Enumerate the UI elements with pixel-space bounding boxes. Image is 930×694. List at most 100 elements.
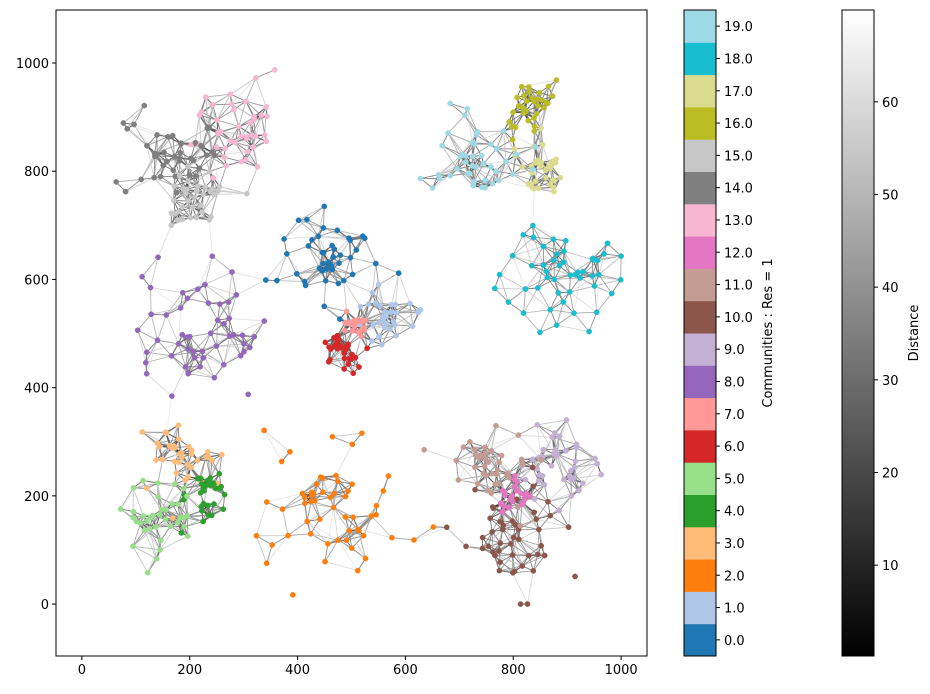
node-community-16 (532, 115, 537, 120)
edge (166, 396, 171, 433)
node-community-9 (592, 456, 597, 461)
edge (232, 272, 266, 280)
edge (121, 488, 134, 509)
node-community-18 (590, 257, 595, 262)
node-community-2 (350, 442, 355, 447)
node-community-10 (542, 553, 547, 558)
node-community-15 (179, 204, 184, 209)
edge (574, 312, 597, 313)
node-community-1 (418, 307, 423, 312)
node-community-0 (341, 278, 346, 283)
node-community-3 (185, 462, 190, 467)
node-community-11 (454, 458, 459, 463)
node-community-10 (480, 546, 485, 551)
node-community-10 (532, 510, 537, 515)
node-community-8 (227, 316, 232, 321)
node-community-11 (482, 445, 487, 450)
y-tick-label: 0 (41, 598, 49, 613)
node-community-6 (342, 366, 347, 371)
node-community-10 (498, 540, 503, 545)
node-community-2 (302, 501, 307, 506)
node-community-8 (206, 300, 211, 305)
node-community-12 (502, 489, 507, 494)
node-community-17 (535, 158, 540, 163)
node-community-10 (516, 537, 521, 542)
node-community-13 (243, 157, 248, 162)
node-community-14 (193, 140, 198, 145)
node-community-0 (321, 250, 326, 255)
colorbar-swatch (684, 268, 716, 301)
node-community-19 (483, 185, 488, 190)
edge (307, 521, 338, 540)
node-community-1 (393, 302, 398, 307)
node-community-11 (505, 471, 510, 476)
edge (229, 318, 264, 321)
node-community-0 (396, 271, 401, 276)
node-community-2 (345, 488, 350, 493)
node-community-5 (140, 478, 145, 483)
node-community-9 (550, 435, 555, 440)
node-community-16 (511, 110, 516, 115)
node-community-3 (195, 458, 200, 463)
edge (594, 286, 596, 312)
node-community-5 (170, 501, 175, 506)
node-community-11 (520, 462, 525, 467)
node-community-2 (369, 513, 374, 518)
node-community-6 (346, 362, 351, 367)
node-community-8 (176, 341, 181, 346)
node-community-15 (185, 164, 190, 169)
node-community-5 (163, 517, 168, 522)
node-community-3 (174, 470, 179, 475)
colorbar-tick-label: 8.0 (724, 375, 745, 390)
node-community-18 (537, 330, 542, 335)
node-community-19 (510, 172, 515, 177)
distance-tick-label: 30 (882, 374, 899, 389)
node-community-14 (204, 153, 209, 158)
node-community-17 (554, 157, 559, 162)
node-community-14 (197, 166, 202, 171)
node-community-18 (510, 253, 515, 258)
node-community-0 (274, 278, 279, 283)
node-community-10 (534, 517, 539, 522)
node-community-9 (542, 482, 547, 487)
node-community-13 (259, 113, 264, 118)
node-community-13 (218, 129, 223, 134)
node-community-18 (554, 252, 559, 257)
node-community-13 (222, 146, 227, 151)
node-community-3 (186, 444, 191, 449)
node-community-4 (221, 507, 226, 512)
node-community-19 (496, 178, 501, 183)
node-community-4 (209, 513, 214, 518)
distance-tick-label: 10 (882, 559, 899, 574)
node-community-1 (366, 301, 371, 306)
node-community-0 (323, 278, 328, 283)
node-community-4 (199, 508, 204, 513)
node-community-6 (323, 340, 328, 345)
node-community-5 (184, 494, 189, 499)
node-community-3 (144, 486, 149, 491)
colorbar-swatch (684, 75, 716, 108)
node-community-13 (214, 145, 219, 150)
node-community-15 (177, 173, 182, 178)
colorbar-tick-label: 9.0 (724, 343, 745, 358)
edge (267, 536, 288, 564)
node-community-5 (158, 547, 163, 552)
y-tick-label: 600 (24, 273, 49, 288)
node-community-15 (171, 198, 176, 203)
node-community-2 (333, 473, 338, 478)
node-community-2 (335, 538, 340, 543)
node-community-15 (175, 217, 180, 222)
node-community-18 (551, 258, 556, 263)
edge (150, 288, 180, 308)
node-community-19 (490, 181, 495, 186)
node-community-1 (358, 304, 363, 309)
node-community-8 (180, 290, 185, 295)
node-community-2 (309, 493, 314, 498)
node-community-14 (144, 143, 149, 148)
node-community-18 (552, 277, 557, 282)
node-community-0 (302, 279, 307, 284)
node-community-6 (347, 357, 352, 362)
node-community-9 (573, 459, 578, 464)
node-community-2 (317, 517, 322, 522)
